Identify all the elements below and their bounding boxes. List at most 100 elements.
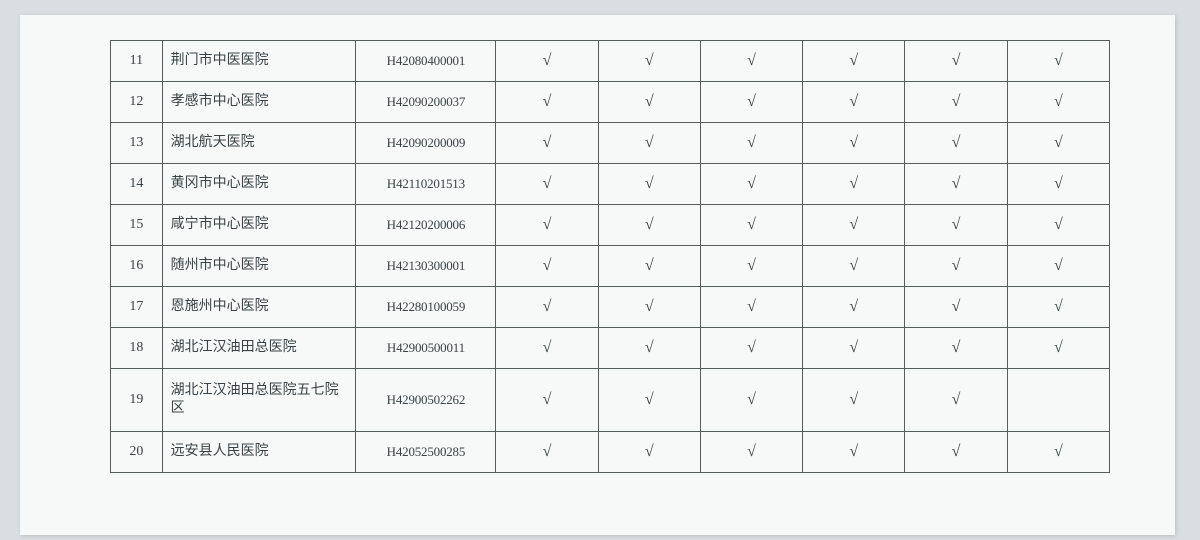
check-cell: √ xyxy=(905,164,1007,205)
check-cell: √ xyxy=(905,369,1007,432)
hospital-code: H42900500011 xyxy=(356,328,496,369)
table-row: 18湖北江汉油田总医院H42900500011√√√√√√ xyxy=(111,328,1110,369)
check-cell: √ xyxy=(496,328,598,369)
table-row: 16随州市中心医院H42130300001√√√√√√ xyxy=(111,246,1110,287)
check-cell: √ xyxy=(496,205,598,246)
paper-sheet: 11荆门市中医医院H42080400001√√√√√√12孝感市中心医院H420… xyxy=(20,15,1175,535)
check-cell: √ xyxy=(905,205,1007,246)
check-cell: √ xyxy=(803,287,905,328)
check-cell: √ xyxy=(700,287,802,328)
hospital-code: H42080400001 xyxy=(356,41,496,82)
check-cell: √ xyxy=(905,432,1007,473)
hospital-name: 黄冈市中心医院 xyxy=(162,164,356,205)
table-row: 13湖北航天医院H42090200009√√√√√√ xyxy=(111,123,1110,164)
row-number: 14 xyxy=(111,164,163,205)
row-number: 12 xyxy=(111,82,163,123)
hospital-code: H42110201513 xyxy=(356,164,496,205)
check-cell: √ xyxy=(598,123,700,164)
row-number: 13 xyxy=(111,123,163,164)
check-cell: √ xyxy=(598,82,700,123)
hospital-code: H42900502262 xyxy=(356,369,496,432)
check-cell: √ xyxy=(700,41,802,82)
check-cell: √ xyxy=(496,123,598,164)
check-cell: √ xyxy=(905,41,1007,82)
check-cell: √ xyxy=(496,164,598,205)
table-row: 12孝感市中心医院H42090200037√√√√√√ xyxy=(111,82,1110,123)
row-number: 16 xyxy=(111,246,163,287)
check-cell: √ xyxy=(1007,287,1109,328)
check-cell: √ xyxy=(1007,123,1109,164)
check-cell: √ xyxy=(700,123,802,164)
check-cell: √ xyxy=(598,369,700,432)
check-cell: √ xyxy=(803,205,905,246)
hospital-name: 荆门市中医医院 xyxy=(162,41,356,82)
check-cell: √ xyxy=(496,246,598,287)
check-cell: √ xyxy=(1007,164,1109,205)
check-cell: √ xyxy=(1007,246,1109,287)
check-cell: √ xyxy=(1007,432,1109,473)
check-cell: √ xyxy=(598,287,700,328)
table-row: 11荆门市中医医院H42080400001√√√√√√ xyxy=(111,41,1110,82)
hospital-name: 湖北航天医院 xyxy=(162,123,356,164)
hospital-code: H42090200037 xyxy=(356,82,496,123)
check-cell: √ xyxy=(598,432,700,473)
check-cell: √ xyxy=(496,287,598,328)
hospital-code: H42130300001 xyxy=(356,246,496,287)
hospital-name: 咸宁市中心医院 xyxy=(162,205,356,246)
table-row: 17恩施州中心医院H42280100059√√√√√√ xyxy=(111,287,1110,328)
table-row: 14黄冈市中心医院H42110201513√√√√√√ xyxy=(111,164,1110,205)
hospital-name: 恩施州中心医院 xyxy=(162,287,356,328)
check-cell: √ xyxy=(700,82,802,123)
check-cell: √ xyxy=(700,369,802,432)
check-cell: √ xyxy=(700,246,802,287)
hospital-name: 湖北江汉油田总医院 xyxy=(162,328,356,369)
check-cell: √ xyxy=(905,246,1007,287)
row-number: 19 xyxy=(111,369,163,432)
check-cell: √ xyxy=(598,205,700,246)
row-number: 20 xyxy=(111,432,163,473)
check-cell: √ xyxy=(598,246,700,287)
check-cell: √ xyxy=(496,82,598,123)
row-number: 18 xyxy=(111,328,163,369)
check-cell: √ xyxy=(700,205,802,246)
check-cell: √ xyxy=(700,432,802,473)
check-cell: √ xyxy=(905,287,1007,328)
check-cell: √ xyxy=(1007,41,1109,82)
check-cell: √ xyxy=(803,123,905,164)
table-row: 20远安县人民医院H42052500285√√√√√√ xyxy=(111,432,1110,473)
row-number: 11 xyxy=(111,41,163,82)
hospital-table: 11荆门市中医医院H42080400001√√√√√√12孝感市中心医院H420… xyxy=(110,40,1110,473)
check-cell: √ xyxy=(905,123,1007,164)
check-cell: √ xyxy=(803,246,905,287)
check-cell: √ xyxy=(598,164,700,205)
check-cell: √ xyxy=(803,432,905,473)
table-row: 19湖北江汉油田总医院五七院区H42900502262√√√√√ xyxy=(111,369,1110,432)
hospital-name: 孝感市中心医院 xyxy=(162,82,356,123)
check-cell: √ xyxy=(803,41,905,82)
check-cell: √ xyxy=(803,369,905,432)
table-body: 11荆门市中医医院H42080400001√√√√√√12孝感市中心医院H420… xyxy=(111,41,1110,473)
check-cell: √ xyxy=(1007,82,1109,123)
check-cell xyxy=(1007,369,1109,432)
table-container: 11荆门市中医医院H42080400001√√√√√√12孝感市中心医院H420… xyxy=(110,40,1110,473)
check-cell: √ xyxy=(598,41,700,82)
check-cell: √ xyxy=(803,164,905,205)
check-cell: √ xyxy=(905,328,1007,369)
hospital-code: H42120200006 xyxy=(356,205,496,246)
check-cell: √ xyxy=(1007,205,1109,246)
check-cell: √ xyxy=(803,328,905,369)
check-cell: √ xyxy=(700,164,802,205)
check-cell: √ xyxy=(700,328,802,369)
row-number: 17 xyxy=(111,287,163,328)
hospital-name: 随州市中心医院 xyxy=(162,246,356,287)
check-cell: √ xyxy=(496,432,598,473)
check-cell: √ xyxy=(803,82,905,123)
table-row: 15咸宁市中心医院H42120200006√√√√√√ xyxy=(111,205,1110,246)
hospital-code: H42280100059 xyxy=(356,287,496,328)
check-cell: √ xyxy=(1007,328,1109,369)
hospital-name: 湖北江汉油田总医院五七院区 xyxy=(162,369,356,432)
check-cell: √ xyxy=(496,41,598,82)
check-cell: √ xyxy=(598,328,700,369)
hospital-name: 远安县人民医院 xyxy=(162,432,356,473)
check-cell: √ xyxy=(905,82,1007,123)
